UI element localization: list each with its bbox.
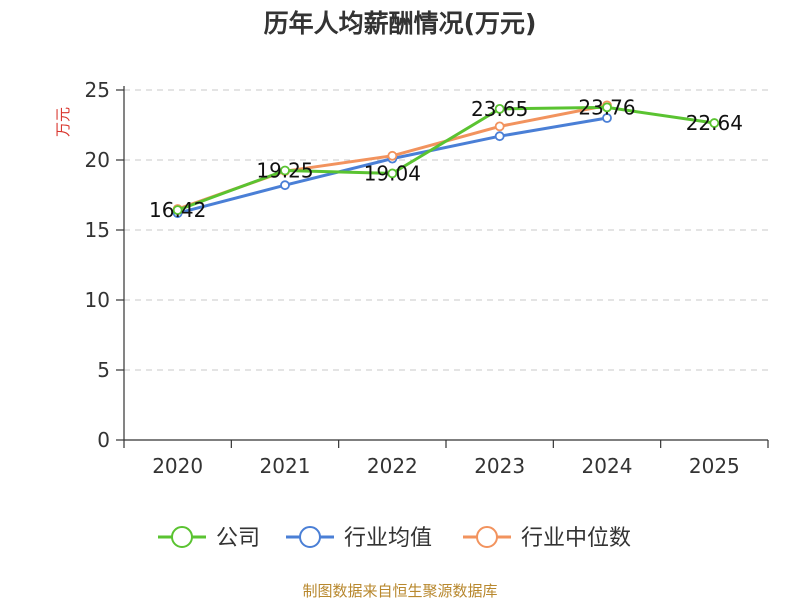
x-tick-label-2021: 2021 [260,454,311,478]
point-s2-2023 [494,121,505,132]
point-s0-2025 [709,118,720,128]
point-s0-2024 [602,102,612,113]
point-s0-2020 [172,205,183,216]
y-axis-label: 万元 [54,107,72,137]
y-tick-label-20: 20 [85,148,110,172]
y-tick-label-0: 0 [97,428,110,452]
legend-marker-0 [171,526,193,548]
y-tick-label-5: 5 [97,358,110,382]
data-labels: 16.42 19.25 19.04 23.65 23.76 22.64 [149,95,743,222]
point-s0-2021 [280,165,290,176]
legend-label-1: 行业均值 [344,526,432,551]
source-note: 制图数据来自恒生聚源数据库 [302,582,497,600]
legend-label-2: 行业中位数 [521,526,631,551]
series-group [172,100,720,219]
chart-title: 历年人均薪酬情况(万元) [264,9,537,38]
x-tick-label-2025: 2025 [689,454,740,478]
point-s0-2022 [387,168,398,179]
legend: 公司 行业均值 行业中位数 [158,526,631,551]
data-label-2024: 23.76 [578,95,635,119]
grid-lines [124,89,768,371]
y-tick-label-15: 15 [85,218,110,242]
x-tick-label-2020: 2020 [152,454,203,478]
point-s1-2021 [280,180,290,191]
point-s1-2024 [602,113,612,123]
y-tick-label-10: 10 [85,288,110,312]
point-s1-2023 [494,131,505,142]
point-s2-2022 [387,150,398,161]
data-label-2021: 19.25 [256,159,313,183]
legend-marker-2 [476,526,498,548]
data-label-2022: 19.04 [364,161,421,185]
data-label-2020: 16.42 [149,198,206,222]
series-line-0 [176,105,716,212]
data-label-2023: 23.65 [471,97,528,121]
x-tick-label-2024: 2024 [582,454,633,478]
y-tick-label-25: 25 [85,78,110,102]
x-tick-label-2023: 2023 [474,454,525,478]
x-tick-label-2022: 2022 [367,454,418,478]
legend-marker-1 [299,526,321,548]
data-label-2025: 22.64 [686,111,743,135]
legend-label-0: 公司 [216,526,260,551]
point-s0-2023 [494,104,505,114]
